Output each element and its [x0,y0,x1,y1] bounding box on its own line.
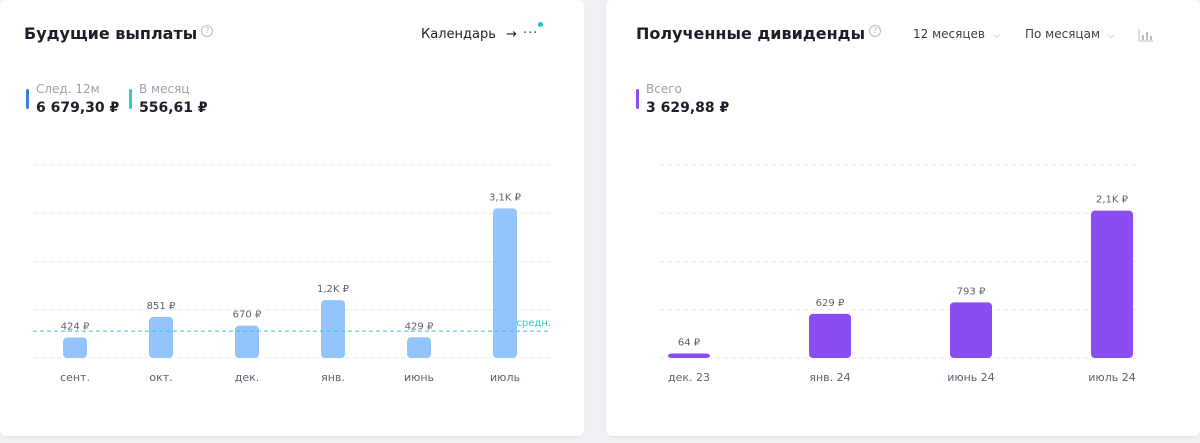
chart-bar [809,313,851,358]
future-payments-chart: 424 ₽ сент. 851 ₽ окт. 670 ₽ дек. 1,2K ₽ янв. 42… [33,164,551,384]
x-tick-label: янв. 24 [809,371,850,384]
bar-value-label: 3,1K ₽ [489,192,522,203]
more-options-icon[interactable]: ··· [523,26,539,41]
period-dropdown[interactable]: 12 месяцев ⌵ [913,27,1000,41]
help-icon[interactable]: ? [869,25,882,37]
bar-value-label: 670 ₽ [233,310,262,321]
grouping-dropdown[interactable]: По месяцам ⌵ [1025,27,1115,41]
calendar-link-label: Календарь [421,27,496,42]
x-tick-label: дек. 23 [668,371,710,384]
bar-value-label: 64 ₽ [678,338,701,349]
stat-value: 556,61 ₽ [139,100,208,116]
chart-bar [407,337,431,358]
stat-value: 6 679,30 ₽ [36,100,120,116]
stat-color-mark [636,89,639,109]
x-tick-label: июнь 24 [947,371,995,384]
x-tick-label: сент. [60,371,90,384]
bar-value-label: 851 ₽ [147,301,176,312]
notification-dot [538,22,543,27]
bar-value-label: 1,2K ₽ [317,284,350,295]
chevron-down-icon: ⌵ [992,31,1000,41]
received-dividends-card: Полученные дивиденды? 12 месяцев ⌵ По мес… [606,0,1200,436]
stat-color-mark [129,89,132,109]
x-tick-label: дек. [235,371,260,384]
bar-value-label: 793 ₽ [957,286,986,297]
chart-bar [668,353,710,358]
stat-label: Всего [646,82,682,96]
future-payments-title-text: Будущие выплаты [24,24,198,43]
bar-value-label: 429 ₽ [405,321,434,332]
help-icon[interactable]: ? [201,25,214,37]
chart-bar [493,208,517,358]
stat-next-12m: След. 12м 6 679,30 ₽ [26,82,119,116]
stat-label: След. 12м [36,82,100,96]
stat-total: Всего 3 629,88 ₽ [636,82,729,116]
calendar-link[interactable]: Календарь → [421,27,517,42]
chart-bar [1091,210,1133,358]
chart-bar [63,337,87,358]
received-dividends-title-text: Полученные дивиденды [636,24,866,43]
x-tick-label: июль [490,371,520,384]
stat-value: 3 629,88 ₽ [646,100,730,116]
stat-per-month: В месяц 556,61 ₽ [129,82,208,116]
bar-value-label: 2,1K ₽ [1096,195,1129,206]
received-dividends-title: Полученные дивиденды? [636,24,882,43]
future-payments-card: Будущие выплаты? Календарь → ··· След. 1… [0,0,584,436]
x-tick-label: янв. [321,371,345,384]
stat-color-mark [26,89,29,109]
bar-value-label: 629 ₽ [816,298,845,309]
bar-value-label: 424 ₽ [61,322,90,333]
chart-bar [950,302,992,358]
future-payments-title: Будущие выплаты? [24,24,214,43]
chart-bar [321,300,345,358]
x-tick-label: окт. [149,371,172,384]
grouping-dropdown-label: По месяцам [1025,27,1101,41]
chart-bar [149,316,173,358]
bar-chart-icon[interactable] [1138,28,1154,42]
chevron-down-icon: ⌵ [1108,31,1115,41]
average-label: средн. [516,318,551,329]
x-tick-label: июль 24 [1088,371,1135,384]
arrow-right-icon: → [506,27,517,42]
period-dropdown-label: 12 месяцев [913,27,985,41]
chart-bar [235,325,259,358]
stat-label: В месяц [139,82,190,96]
received-dividends-chart: 64 ₽ дек. 23 629 ₽ янв. 24 793 ₽ июнь 24 2,1K … [660,164,1140,384]
x-tick-label: июнь [404,371,434,384]
